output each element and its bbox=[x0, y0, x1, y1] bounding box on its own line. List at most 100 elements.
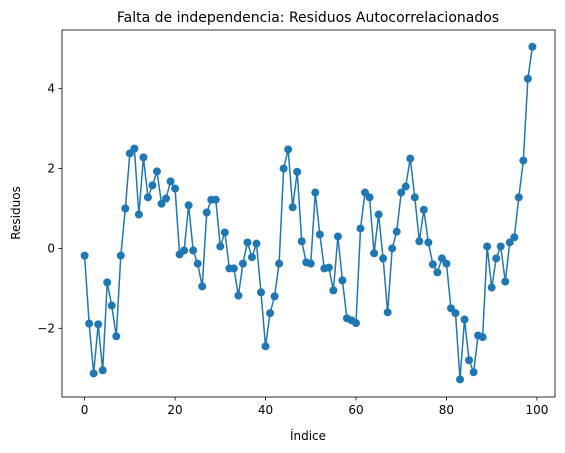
data-point bbox=[134, 210, 143, 219]
data-point bbox=[519, 156, 528, 165]
data-point bbox=[284, 145, 293, 154]
data-point bbox=[510, 233, 519, 242]
data-point bbox=[139, 153, 148, 162]
data-point bbox=[279, 164, 288, 173]
data-point bbox=[311, 188, 320, 197]
data-point bbox=[401, 182, 410, 191]
data-point bbox=[324, 263, 333, 272]
data-point bbox=[184, 201, 193, 210]
data-point bbox=[329, 286, 338, 295]
plot-area bbox=[61, 29, 556, 398]
data-point bbox=[406, 154, 415, 163]
x-tick-label: 100 bbox=[525, 403, 548, 417]
y-tick-label: 2 bbox=[47, 162, 55, 176]
data-point bbox=[94, 320, 103, 329]
data-point bbox=[180, 246, 189, 255]
data-point bbox=[483, 242, 492, 251]
data-point bbox=[198, 282, 207, 291]
data-point bbox=[162, 194, 171, 203]
data-point bbox=[270, 292, 279, 301]
data-point bbox=[523, 74, 532, 83]
x-tick-label: 40 bbox=[258, 403, 273, 417]
data-point bbox=[288, 203, 297, 212]
x-axis: 0 20 40 60 80 100 bbox=[81, 397, 548, 417]
y-axis-label: Residuos bbox=[9, 186, 23, 240]
data-point bbox=[85, 319, 94, 328]
data-point bbox=[152, 167, 161, 176]
data-point bbox=[166, 177, 175, 186]
data-point bbox=[229, 264, 238, 273]
data-point bbox=[306, 259, 315, 268]
data-point bbox=[293, 167, 302, 176]
x-tick-label: 20 bbox=[167, 403, 182, 417]
data-point bbox=[107, 301, 116, 310]
data-point bbox=[460, 315, 469, 324]
data-point bbox=[415, 237, 424, 246]
data-point bbox=[383, 308, 392, 317]
data-point bbox=[388, 244, 397, 253]
data-point bbox=[315, 230, 324, 239]
data-point bbox=[424, 238, 433, 247]
data-point bbox=[505, 238, 514, 247]
data-point bbox=[338, 276, 347, 285]
data-point bbox=[112, 332, 121, 341]
data-point bbox=[234, 291, 243, 300]
data-point bbox=[428, 260, 437, 269]
data-point bbox=[433, 268, 442, 277]
data-point bbox=[356, 224, 365, 233]
data-point bbox=[80, 251, 89, 260]
data-point bbox=[492, 254, 501, 263]
data-point bbox=[419, 205, 428, 214]
data-point bbox=[487, 283, 496, 292]
data-point bbox=[143, 193, 152, 202]
data-point bbox=[478, 333, 487, 342]
data-point bbox=[247, 253, 256, 262]
data-point bbox=[397, 188, 406, 197]
y-axis: −2 0 2 4 bbox=[37, 82, 62, 335]
data-point bbox=[130, 144, 139, 153]
data-point bbox=[465, 356, 474, 365]
data-point bbox=[451, 309, 460, 318]
data-point bbox=[275, 259, 284, 268]
y-tick-label: −2 bbox=[37, 321, 55, 335]
data-point bbox=[116, 251, 125, 260]
x-tick-label: 80 bbox=[439, 403, 454, 417]
series-layer bbox=[80, 42, 537, 384]
chart-title: Falta de independencia: Residuos Autocor… bbox=[117, 10, 499, 26]
data-point bbox=[514, 193, 523, 202]
data-point bbox=[370, 249, 379, 258]
data-point bbox=[98, 366, 107, 375]
data-point bbox=[379, 254, 388, 263]
data-point bbox=[189, 246, 198, 255]
data-point bbox=[121, 204, 130, 213]
data-point bbox=[297, 237, 306, 246]
data-point bbox=[456, 375, 465, 384]
data-point bbox=[103, 278, 112, 287]
data-point bbox=[252, 239, 261, 248]
data-point bbox=[89, 369, 98, 378]
data-point bbox=[261, 342, 270, 351]
data-point bbox=[410, 193, 419, 202]
data-point bbox=[351, 319, 360, 328]
data-point bbox=[501, 277, 510, 286]
data-point bbox=[266, 309, 275, 318]
data-point bbox=[496, 242, 505, 251]
x-axis-label: Índice bbox=[290, 428, 326, 443]
series-line bbox=[83, 46, 534, 381]
data-point bbox=[257, 288, 266, 297]
y-tick-label: 4 bbox=[47, 82, 55, 96]
data-point bbox=[374, 210, 383, 219]
data-point bbox=[202, 208, 211, 217]
x-tick-label: 60 bbox=[348, 403, 363, 417]
data-point bbox=[437, 254, 446, 263]
data-point bbox=[528, 42, 537, 51]
data-point bbox=[469, 368, 478, 377]
data-point bbox=[365, 193, 374, 202]
data-point bbox=[238, 259, 247, 268]
data-point bbox=[392, 227, 401, 236]
data-point bbox=[148, 181, 157, 190]
axes-frame bbox=[61, 29, 556, 398]
data-point bbox=[333, 232, 342, 241]
data-point bbox=[442, 259, 451, 268]
